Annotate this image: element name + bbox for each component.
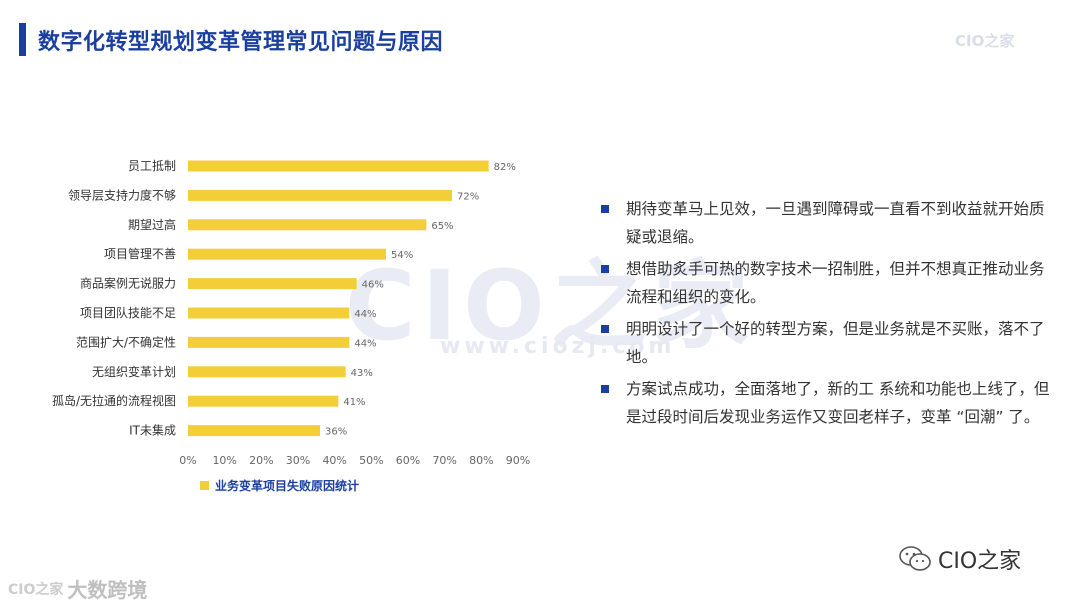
data-label: 43%	[351, 368, 373, 379]
bar	[188, 248, 386, 260]
footer-brand: CIO之家	[898, 543, 1021, 575]
bullet-item: 明明设计了一个好的转型方案，但是业务就是不买账，落不了地。	[600, 315, 1050, 371]
legend-label: 业务变革项目失败原因统计	[215, 479, 360, 493]
bullet-list: 期待变革马上见效，一旦遇到障碍或一直看不到收益就开始质疑或退缩。 想借助炙手可热…	[600, 195, 1050, 435]
bar	[188, 336, 350, 348]
bullet-item: 期待变革马上见效，一旦遇到障碍或一直看不到收益就开始质疑或退缩。	[600, 195, 1050, 251]
bar	[188, 307, 350, 319]
wechat-icon	[899, 546, 931, 571]
category-label: 领导层支持力度不够	[68, 187, 176, 202]
data-label: 46%	[362, 280, 384, 291]
legend-swatch	[200, 481, 209, 490]
bar	[188, 189, 452, 201]
x-tick-label: 50%	[359, 454, 383, 467]
data-label: 36%	[325, 427, 347, 438]
bullet-item: 想借助炙手可热的数字技术一招制胜，但并不想真正推动业务流程和组织的变化。	[600, 255, 1050, 311]
x-tick-label: 70%	[432, 454, 456, 467]
square-bullet-icon	[601, 205, 609, 213]
x-tick-label: 60%	[396, 454, 420, 467]
square-bullet-icon	[601, 325, 609, 333]
bullet-text: 期待变革马上见效，一旦遇到障碍或一直看不到收益就开始质疑或退缩。	[626, 200, 1045, 246]
bullet-text: 想借助炙手可热的数字技术一招制胜，但并不想真正推动业务流程和组织的变化。	[626, 260, 1045, 306]
square-bullet-icon	[601, 385, 609, 393]
failure-reasons-bar-chart: 员工抵制 82% 领导层支持力度不够 72% 期望过高 65% 项目管理不善 54% 商品案例无…	[52, 159, 530, 467]
data-label: 72%	[457, 191, 479, 202]
header-logo: CIO之家	[955, 32, 1015, 50]
footer-source-label: 大数跨境	[67, 578, 148, 602]
x-tick-label: 30%	[286, 454, 310, 467]
x-tick-label: 90%	[506, 454, 530, 467]
footer-brand-label: CIO之家	[938, 549, 1022, 574]
category-label: IT未集成	[129, 423, 176, 438]
category-label: 项目团队技能不足	[80, 305, 176, 320]
x-tick-label: 0%	[179, 454, 196, 467]
bar	[188, 160, 489, 172]
title-accent-bar	[19, 23, 26, 56]
x-tick-label: 10%	[212, 454, 236, 467]
watermark-logo: CIO之家	[345, 250, 755, 362]
chart-legend: 业务变革项目失败原因统计	[200, 477, 359, 494]
data-label: 54%	[391, 250, 413, 261]
data-label: 44%	[354, 338, 376, 349]
bar	[188, 366, 346, 378]
square-bullet-icon	[601, 265, 609, 273]
bar	[188, 278, 357, 290]
x-tick-label: 80%	[469, 454, 493, 467]
data-label: 44%	[354, 309, 376, 320]
bar	[188, 395, 339, 407]
category-label: 员工抵制	[128, 159, 176, 173]
category-label: 无组织变革计划	[92, 364, 176, 379]
bullet-text: 明明设计了一个好的转型方案，但是业务就是不买账，落不了地。	[626, 320, 1045, 366]
page-title: 数字化转型规划变革管理常见问题与原因	[38, 30, 444, 55]
x-tick-label: 40%	[322, 454, 346, 467]
data-label: 82%	[494, 162, 516, 173]
category-label: 范围扩大/不确定性	[76, 334, 176, 349]
x-tick-label: 20%	[249, 454, 273, 467]
watermark-url: www.ciozj.com	[440, 334, 676, 359]
category-label: 期望过高	[128, 217, 176, 232]
footer-source: CIO之家 大数跨境	[8, 574, 147, 603]
bar	[188, 425, 320, 437]
bullet-text: 方案试点成功，全面落地了，新的工 系统和功能也上线了，但是过段时间后发现业务运作…	[626, 380, 1050, 426]
footer-source-mark: CIO之家	[8, 581, 64, 598]
bar	[188, 219, 427, 231]
bullet-item: 方案试点成功，全面落地了，新的工 系统和功能也上线了，但是过段时间后发现业务运作…	[600, 375, 1050, 431]
data-label: 41%	[343, 397, 365, 408]
category-label: 项目管理不善	[104, 246, 176, 261]
category-label: 商品案例无说服力	[80, 276, 176, 291]
data-label: 65%	[431, 221, 453, 232]
category-label: 孤岛/无拉通的流程视图	[52, 393, 176, 408]
